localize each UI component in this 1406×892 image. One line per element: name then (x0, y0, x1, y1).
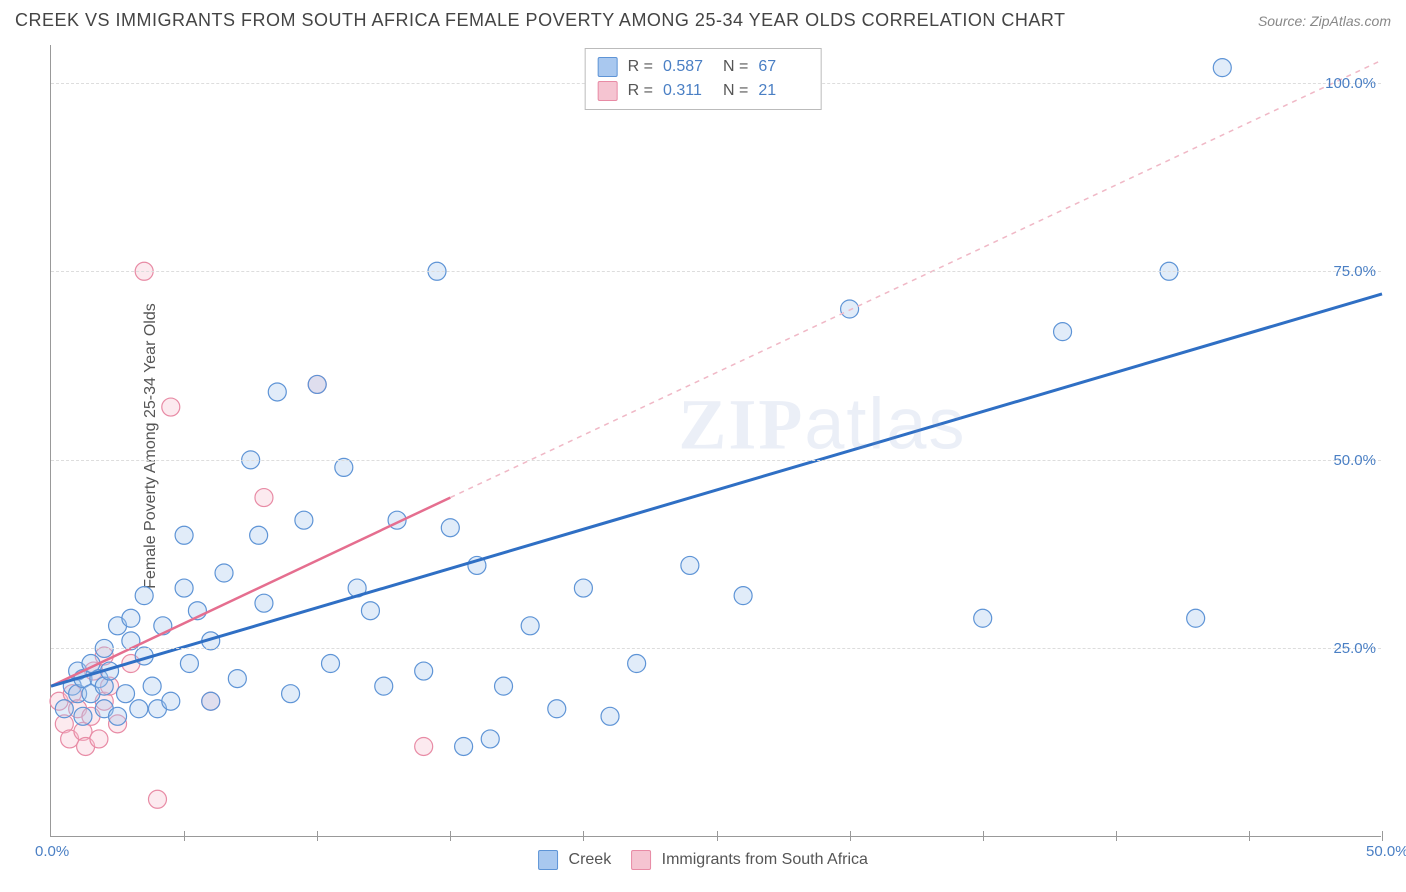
stats-r-label-2: R = (628, 82, 653, 100)
stats-n-label: N = (723, 58, 748, 76)
chart-title: CREEK VS IMMIGRANTS FROM SOUTH AFRICA FE… (15, 10, 1066, 31)
chart-source: Source: ZipAtlas.com (1258, 13, 1391, 29)
data-point (135, 587, 153, 605)
data-point (55, 700, 73, 718)
x-tick (1249, 831, 1250, 841)
data-point (130, 700, 148, 718)
x-tick (717, 831, 718, 841)
data-point (441, 519, 459, 537)
stats-swatch-sa (598, 81, 618, 101)
data-point (90, 730, 108, 748)
data-point (202, 692, 220, 710)
correlation-stats-box: R = 0.587 N = 67 R = 0.311 N = 21 (585, 48, 822, 110)
data-point (109, 707, 127, 725)
data-point (268, 383, 286, 401)
data-point (681, 556, 699, 574)
x-tick (317, 831, 318, 841)
data-point (481, 730, 499, 748)
data-point (1187, 609, 1205, 627)
data-point (335, 458, 353, 476)
trend-line (51, 498, 450, 687)
data-point (180, 655, 198, 673)
data-point (148, 790, 166, 808)
x-tick-label: 50.0% (1366, 843, 1406, 860)
legend-swatch-sa (631, 850, 651, 870)
data-point (548, 700, 566, 718)
data-point (74, 707, 92, 725)
data-point (255, 594, 273, 612)
data-point (495, 677, 513, 695)
y-tick-label: 25.0% (1333, 640, 1376, 657)
x-tick (184, 831, 185, 841)
x-tick (450, 831, 451, 841)
data-point (361, 602, 379, 620)
y-tick-label: 100.0% (1325, 75, 1376, 92)
stats-r-sa: 0.311 (663, 82, 713, 100)
data-point (521, 617, 539, 635)
legend-label-creek: Creek (569, 851, 612, 868)
stats-n-creek: 67 (758, 58, 808, 76)
stats-row-creek: R = 0.587 N = 67 (598, 55, 809, 79)
data-point (1054, 323, 1072, 341)
data-point (574, 579, 592, 597)
data-point (143, 677, 161, 695)
data-point (255, 489, 273, 507)
data-point (282, 685, 300, 703)
data-point (1213, 59, 1231, 77)
data-point (175, 526, 193, 544)
data-point (250, 526, 268, 544)
x-tick (1382, 831, 1383, 841)
trend-line (51, 294, 1382, 686)
x-tick (1116, 831, 1117, 841)
x-tick (583, 831, 584, 841)
x-tick-label: 0.0% (35, 843, 69, 860)
stats-r-creek: 0.587 (663, 58, 713, 76)
stats-n-sa: 21 (758, 82, 808, 100)
data-point (375, 677, 393, 695)
grid-line-h (51, 648, 1381, 649)
data-point (162, 692, 180, 710)
data-point (455, 737, 473, 755)
stats-swatch-creek (598, 57, 618, 77)
stats-r-label: R = (628, 58, 653, 76)
x-tick (850, 831, 851, 841)
data-point (974, 609, 992, 627)
grid-line-h (51, 460, 1381, 461)
data-point (415, 737, 433, 755)
data-point (215, 564, 233, 582)
y-tick-label: 75.0% (1333, 263, 1376, 280)
grid-line-h (51, 271, 1381, 272)
chart-plot-area: ZIPatlas (50, 45, 1381, 837)
data-point (628, 655, 646, 673)
data-point (117, 685, 135, 703)
data-point (841, 300, 859, 318)
legend-item-sa: Immigrants from South Africa (631, 850, 868, 870)
legend-item-creek: Creek (538, 850, 611, 870)
x-tick (983, 831, 984, 841)
scatter-svg (51, 45, 1381, 836)
data-point (415, 662, 433, 680)
data-point (162, 398, 180, 416)
data-point (228, 670, 246, 688)
data-point (295, 511, 313, 529)
stats-n-label-2: N = (723, 82, 748, 100)
data-point (308, 375, 326, 393)
y-tick-label: 50.0% (1333, 452, 1376, 469)
legend: Creek Immigrants from South Africa (538, 850, 868, 870)
chart-header: CREEK VS IMMIGRANTS FROM SOUTH AFRICA FE… (15, 10, 1391, 31)
data-point (601, 707, 619, 725)
data-point (734, 587, 752, 605)
data-point (175, 579, 193, 597)
data-point (322, 655, 340, 673)
stats-row-sa: R = 0.311 N = 21 (598, 79, 809, 103)
data-point (122, 609, 140, 627)
legend-label-sa: Immigrants from South Africa (662, 851, 868, 868)
legend-swatch-creek (538, 850, 558, 870)
